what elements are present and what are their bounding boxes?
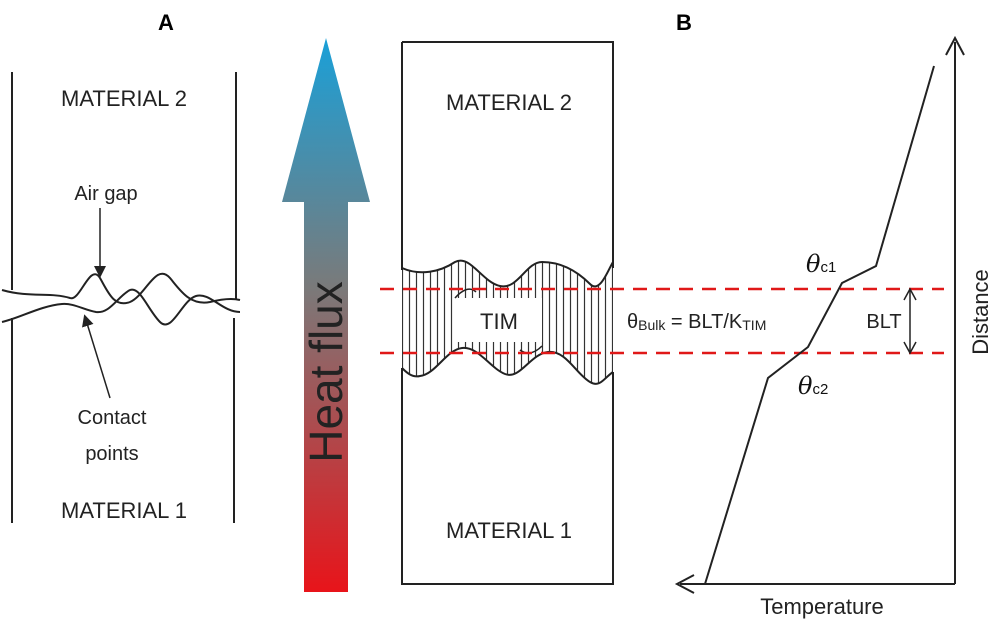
panel-a-label: A [158,10,174,35]
tim-top-boundary [401,259,614,288]
tim-label: TIM [480,309,518,334]
theta-c2-symbol: θ [798,372,813,400]
contact-points-pointer [82,314,111,399]
tim-block-material-2: MATERIAL 2 [446,90,572,115]
theta-c1-label: θc1 [806,250,836,278]
tim-block: MATERIAL 2 TIM MATERIAL 1 θBulk = BLT/KT… [401,41,766,585]
theta-c2-label: θc2 [798,372,828,400]
distance-axis-label: Distance [968,269,993,355]
panel-b-label: B [676,10,692,35]
heat-flux-arrow-shape [282,38,370,592]
blt-label: BLT [866,311,901,333]
theta-c1-symbol: θ [806,250,821,278]
panel-a-material-1: MATERIAL 1 [61,498,187,523]
equation-theta: θ [627,311,638,333]
tim-bottom-boundary [401,346,614,385]
bulk-resistance-equation: θBulk = BLT/KTIM [627,311,766,333]
distance-axis-arrowhead [945,35,965,56]
contact-points-label-line2: points [85,443,138,465]
lower-rough-surface [1,288,241,326]
tim-block-material-1: MATERIAL 1 [446,518,572,543]
equation-sub-bulk: Bulk [638,317,666,333]
block-bottom-outline [401,368,614,585]
panel-a: A MATERIAL 2 Air gap Contact points MATE… [1,10,241,523]
theta-c1-sub: c1 [820,259,836,276]
heat-flux-label: Heat flux [300,281,352,463]
tim-inner-wave-left [454,288,477,299]
temperature-axis-label: Temperature [760,594,884,619]
equation-mid: = BLT/K [665,311,743,333]
blt-arrowhead-top [903,287,917,301]
temperature-profile-line [704,65,935,585]
equation-sub-tim: TIM [742,317,766,333]
upper-rough-surface [1,272,241,305]
contact-points-label-line1: Contact [78,407,147,429]
panel-b: B Temperature Distance BLT θc1 θc2 [674,10,993,619]
panel-a-material-2: MATERIAL 2 [61,86,187,111]
heat-flux-arrow: Heat flux [282,38,370,592]
block-top-outline [402,41,614,268]
temperature-axis-arrowhead [674,574,695,594]
tim-label-background [456,298,542,342]
air-gap-label: Air gap [74,183,137,205]
theta-c2-sub: c2 [812,381,828,398]
blt-arrowhead-bottom [903,341,917,355]
